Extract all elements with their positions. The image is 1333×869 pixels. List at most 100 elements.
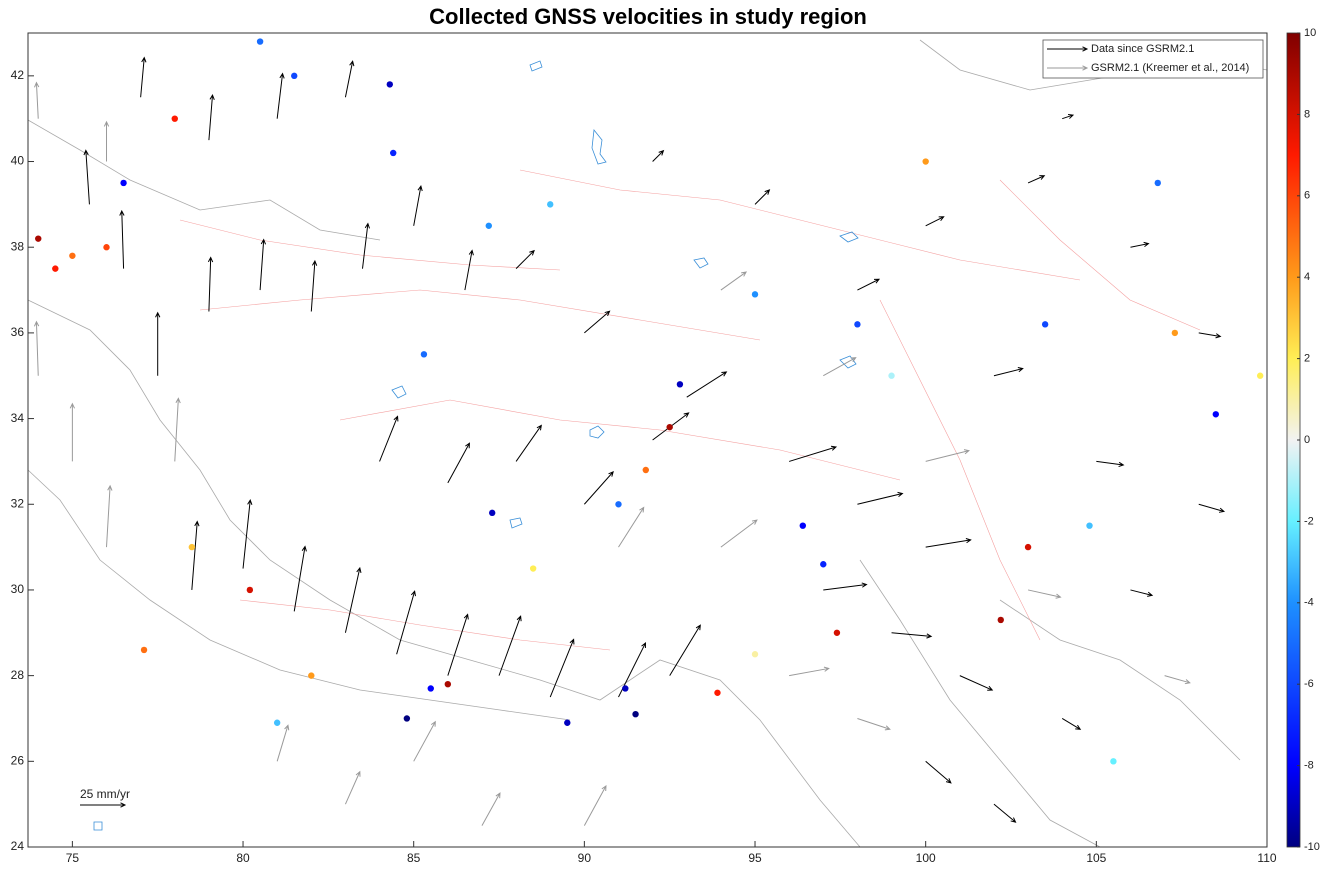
station [1257, 373, 1263, 379]
station [1025, 544, 1031, 550]
velocity-arrow [448, 443, 470, 483]
station [247, 587, 253, 593]
station [103, 244, 109, 250]
velocity-arrow [104, 122, 108, 162]
velocity-arrow [277, 74, 284, 119]
velocity-arrow [721, 272, 746, 290]
station [564, 720, 570, 726]
station [489, 510, 495, 516]
station [547, 201, 553, 207]
velocity-arrow [107, 486, 113, 547]
scale-arrow [80, 803, 125, 807]
velocity-arrow [584, 311, 609, 333]
colorbar-tick-label: -10 [1304, 841, 1320, 853]
velocity-arrow [994, 804, 1016, 822]
velocity-arrow [482, 793, 500, 825]
station [308, 672, 314, 678]
chart: Collected GNSS velocities in study regio… [0, 0, 1333, 869]
velocity-arrow [311, 261, 316, 311]
velocity-arrow [294, 547, 306, 612]
station [530, 565, 536, 571]
velocity-arrow [584, 472, 613, 504]
station [172, 115, 178, 121]
velocity-arrow [1165, 676, 1190, 684]
velocity-arrow [345, 568, 361, 633]
station [714, 690, 720, 696]
station [1042, 321, 1048, 327]
velocity-arrow [1062, 718, 1080, 729]
station [820, 561, 826, 567]
velocity-arrow [926, 217, 944, 226]
station [622, 685, 628, 691]
x-tick-label: 80 [236, 851, 250, 865]
velocity-arrow [209, 95, 214, 140]
velocity-arrow [397, 591, 416, 654]
y-tick-label: 36 [11, 325, 25, 339]
velocity-arrow [34, 322, 38, 376]
velocity-arrow [789, 667, 829, 676]
velocity-arrow [499, 616, 521, 675]
station [834, 630, 840, 636]
chart-title: Collected GNSS velocities in study regio… [429, 4, 867, 29]
velocity-arrow [175, 398, 181, 461]
velocity-arrow [1028, 590, 1060, 598]
legend: Data since GSRM2.1 GSRM2.1 (Kreemer et al… [1043, 40, 1263, 78]
velocity-arrow [755, 190, 769, 204]
colorbar-tick-label: 0 [1304, 434, 1310, 446]
station [643, 467, 649, 473]
velocity-arrow [208, 257, 212, 311]
station [390, 150, 396, 156]
station [888, 373, 894, 379]
velocity-arrow [926, 761, 951, 783]
station [428, 685, 434, 691]
colorbar-tick-label: 6 [1304, 190, 1310, 202]
legend-label: Data since GSRM2.1 [1091, 43, 1194, 55]
velocity-arrow [994, 368, 1023, 376]
station [998, 617, 1004, 623]
station [800, 522, 806, 528]
colorbar-tick-label: -8 [1304, 760, 1314, 772]
velocity-arrow [653, 151, 664, 162]
velocity-arrow [448, 614, 468, 675]
colorbar-tick-label: 10 [1304, 27, 1316, 39]
y-tick-label: 40 [11, 154, 25, 168]
velocity-arrow [516, 425, 541, 461]
velocity-arrow [1130, 242, 1148, 247]
velocity-arrow [857, 279, 879, 290]
colorbar-tick-label: 2 [1304, 353, 1310, 365]
station [1172, 330, 1178, 336]
velocity-arrow [823, 583, 866, 590]
velocity-arrow [857, 718, 889, 729]
scale-label: 25 mm/yr [80, 787, 130, 801]
station [1110, 758, 1116, 764]
velocity-arrow [414, 186, 423, 226]
station [752, 651, 758, 657]
station [1213, 411, 1219, 417]
y-tick-label: 34 [11, 411, 25, 425]
velocity-arrow [687, 372, 727, 397]
y-tick-label: 42 [11, 68, 25, 82]
velocity-arrow [414, 722, 436, 762]
y-tick-label: 30 [11, 582, 25, 596]
velocity-arrow [1199, 333, 1221, 338]
velocity-arrow [618, 508, 643, 548]
station [189, 544, 195, 550]
station [615, 501, 621, 507]
velocity-arrow [1062, 114, 1073, 118]
velocity-arrow [156, 313, 160, 376]
x-tick-label: 95 [748, 851, 762, 865]
colorbar-tick-label: 8 [1304, 108, 1310, 120]
station [274, 720, 280, 726]
velocity-arrow [260, 240, 265, 290]
station [677, 381, 683, 387]
station [1155, 180, 1161, 186]
velocity-arrow [120, 211, 124, 269]
station [52, 265, 58, 271]
station [666, 424, 672, 430]
station [257, 38, 263, 44]
velocity-arrow [34, 83, 38, 119]
station [291, 73, 297, 79]
legend-label: GSRM2.1 (Kreemer et al., 2014) [1091, 62, 1249, 74]
x-tick-label: 75 [66, 851, 80, 865]
station [752, 291, 758, 297]
